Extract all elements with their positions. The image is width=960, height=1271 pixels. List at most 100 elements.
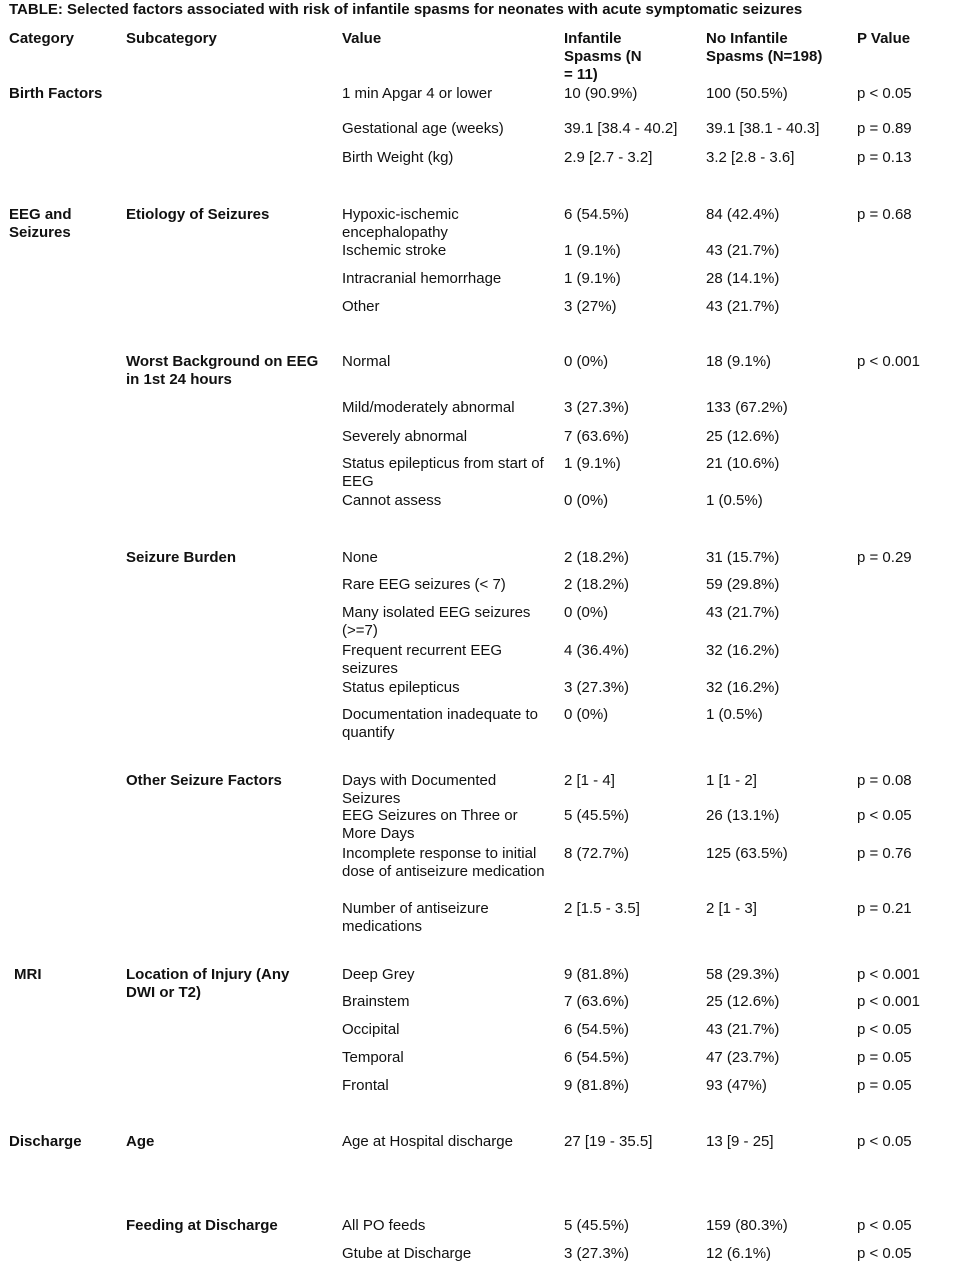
- p-cell: p = 0.05: [857, 1049, 912, 1066]
- no-spasms-cell: 1 (0.5%): [706, 492, 763, 509]
- value-cell: Temporal: [342, 1049, 404, 1066]
- value-cell: Incomplete response to initial dose of a…: [342, 845, 545, 880]
- value-cell: None: [342, 549, 378, 566]
- spasms-cell: 5 (45.5%): [564, 1217, 630, 1234]
- no-spasms-cell: 21 (10.6%): [706, 455, 780, 472]
- p-cell: p = 0.76: [857, 845, 912, 862]
- no-spasms-cell: 25 (12.6%): [706, 993, 780, 1010]
- p-cell: p = 0.13: [857, 149, 912, 166]
- category-cell: Discharge: [9, 1133, 82, 1150]
- no-spasms-cell: 58 (29.3%): [706, 966, 780, 983]
- spasms-cell: 9 (81.8%): [564, 966, 630, 983]
- p-cell: p < 0.05: [857, 1133, 912, 1150]
- no-spasms-cell: 28 (14.1%): [706, 270, 780, 287]
- spasms-cell: 8 (72.7%): [564, 845, 630, 862]
- value-cell: Status epilepticus from start of EEG: [342, 455, 544, 490]
- p-cell: p < 0.05: [857, 1021, 912, 1038]
- spasms-cell: 0 (0%): [564, 604, 609, 621]
- column-header: Subcategory: [126, 30, 217, 47]
- p-cell: p = 0.08: [857, 772, 912, 789]
- no-spasms-cell: 32 (16.2%): [706, 679, 780, 696]
- value-cell: Mild/moderately abnormal: [342, 399, 515, 416]
- p-cell: p < 0.001: [857, 353, 920, 370]
- subcategory-cell: Feeding at Discharge: [126, 1217, 278, 1234]
- value-cell: Brainstem: [342, 993, 410, 1010]
- spasms-cell: 6 (54.5%): [564, 1021, 630, 1038]
- value-cell: Gestational age (weeks): [342, 120, 504, 137]
- value-cell: Gtube at Discharge: [342, 1245, 472, 1262]
- column-header: Infantile Spasms (N = 11): [564, 30, 642, 83]
- value-cell: Intracranial hemorrhage: [342, 270, 502, 287]
- spasms-cell: 27 [19 - 35.5]: [564, 1133, 653, 1150]
- value-cell: EEG Seizures on Three or More Days: [342, 807, 518, 842]
- value-cell: 1 min Apgar 4 or lower: [342, 85, 493, 102]
- spasms-cell: 7 (63.6%): [564, 993, 630, 1010]
- no-spasms-cell: 43 (21.7%): [706, 298, 780, 315]
- no-spasms-cell: 1 [1 - 2]: [706, 772, 757, 789]
- column-header: Category: [9, 30, 75, 47]
- spasms-cell: 1 (9.1%): [564, 270, 621, 287]
- value-cell: Frontal: [342, 1077, 389, 1094]
- subcategory-cell: Worst Background on EEG in 1st 24 hours: [126, 353, 319, 388]
- column-header: P Value: [857, 30, 911, 47]
- spasms-cell: 39.1 [38.4 - 40.2]: [564, 120, 678, 137]
- p-cell: p < 0.05: [857, 85, 912, 102]
- value-cell: Many isolated EEG seizures (>=7): [342, 604, 531, 639]
- value-cell: Days with Documented Seizures: [342, 772, 497, 807]
- no-spasms-cell: 25 (12.6%): [706, 428, 780, 445]
- no-spasms-cell: 93 (47%): [706, 1077, 767, 1094]
- spasms-cell: 7 (63.6%): [564, 428, 630, 445]
- subcategory-cell: Etiology of Seizures: [126, 206, 270, 223]
- no-spasms-cell: 3.2 [2.8 - 3.6]: [706, 149, 795, 166]
- value-cell: Rare EEG seizures (< 7): [342, 576, 506, 593]
- subcategory-cell: Age: [126, 1133, 155, 1150]
- value-cell: Normal: [342, 353, 391, 370]
- value-cell: Hypoxic-ischemic encephalopathy: [342, 206, 459, 241]
- no-spasms-cell: 32 (16.2%): [706, 642, 780, 659]
- column-header: Value: [342, 30, 382, 47]
- spasms-cell: 2 (18.2%): [564, 549, 630, 566]
- no-spasms-cell: 100 (50.5%): [706, 85, 788, 102]
- no-spasms-cell: 18 (9.1%): [706, 353, 772, 370]
- spasms-cell: 3 (27.3%): [564, 1245, 630, 1262]
- p-cell: p = 0.89: [857, 120, 912, 137]
- p-cell: p < 0.05: [857, 1245, 912, 1262]
- spasms-cell: 5 (45.5%): [564, 807, 630, 824]
- p-cell: p = 0.05: [857, 1077, 912, 1094]
- p-cell: p = 0.68: [857, 206, 912, 223]
- no-spasms-cell: 1 (0.5%): [706, 706, 763, 723]
- no-spasms-cell: 59 (29.8%): [706, 576, 780, 593]
- value-cell: Documentation inadequate to quantify: [342, 706, 538, 741]
- value-cell: Age at Hospital discharge: [342, 1133, 513, 1150]
- spasms-cell: 6 (54.5%): [564, 1049, 630, 1066]
- no-spasms-cell: 43 (21.7%): [706, 1021, 780, 1038]
- value-cell: Birth Weight (kg): [342, 149, 454, 166]
- no-spasms-cell: 125 (63.5%): [706, 845, 788, 862]
- p-cell: p = 0.21: [857, 900, 912, 917]
- spasms-cell: 9 (81.8%): [564, 1077, 630, 1094]
- value-cell: Frequent recurrent EEG seizures: [342, 642, 503, 677]
- value-cell: Other: [342, 298, 380, 315]
- spasms-cell: 0 (0%): [564, 492, 609, 509]
- subcategory-cell: Seizure Burden: [126, 549, 237, 566]
- spasms-cell: 3 (27.3%): [564, 399, 630, 416]
- spasms-cell: 1 (9.1%): [564, 242, 621, 259]
- spasms-cell: 2 [1 - 4]: [564, 772, 615, 789]
- category-cell: EEG and Seizures: [9, 206, 72, 241]
- category-cell: Birth Factors: [9, 85, 103, 102]
- no-spasms-cell: 43 (21.7%): [706, 604, 780, 621]
- column-header: No Infantile Spasms (N=198): [706, 30, 823, 65]
- spasms-cell: 2 (18.2%): [564, 576, 630, 593]
- no-spasms-cell: 133 (67.2%): [706, 399, 788, 416]
- spasms-cell: 4 (36.4%): [564, 642, 630, 659]
- spasms-cell: 3 (27%): [564, 298, 617, 315]
- no-spasms-cell: 47 (23.7%): [706, 1049, 780, 1066]
- p-cell: p = 0.29: [857, 549, 912, 566]
- no-spasms-cell: 84 (42.4%): [706, 206, 780, 223]
- p-cell: p < 0.001: [857, 966, 920, 983]
- spasms-cell: 10 (90.9%): [564, 85, 638, 102]
- value-cell: Number of antiseizure medications: [342, 900, 489, 935]
- no-spasms-cell: 43 (21.7%): [706, 242, 780, 259]
- value-cell: Severely abnormal: [342, 428, 468, 445]
- subcategory-cell: Location of Injury (Any DWI or T2): [126, 966, 290, 1001]
